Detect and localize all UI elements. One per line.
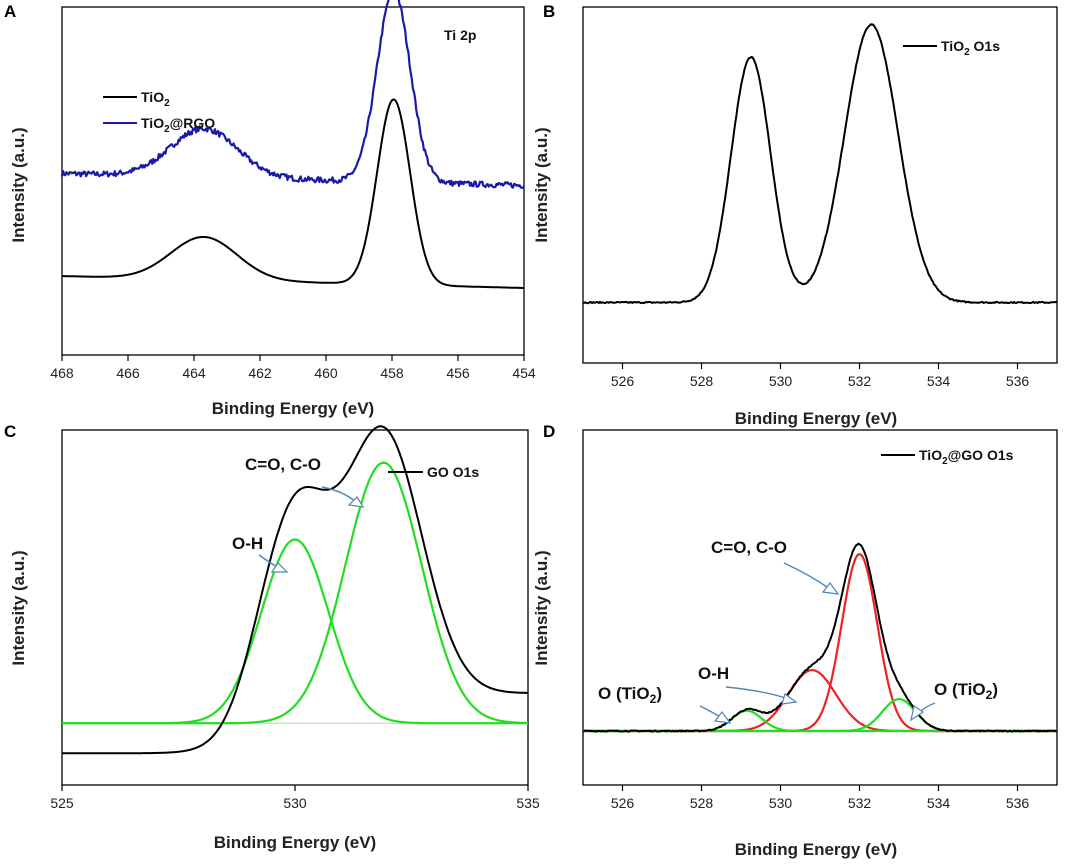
panel-a-frame	[61, 6, 525, 356]
panel-d: D 526 528 530 532 534 536 TiO2@GO O1s C=O, C-…	[532, 422, 1058, 859]
panel-b-legend: TiO2 O1s	[903, 38, 1000, 58]
x-tick-label-a-5: 458	[380, 365, 404, 381]
arrowhead-c-co	[347, 496, 365, 508]
panel-a-y-title: Intensity (a.u.)	[9, 127, 28, 242]
panel-a-x-axis: 468 466 464 462 460 458 456 454	[50, 355, 536, 381]
x-tick-label-b-2: 530	[769, 373, 793, 389]
panel-c-frame	[61, 429, 529, 786]
panel-a-title: Ti 2p	[444, 27, 476, 43]
x-tick-label-d-3: 532	[848, 795, 872, 811]
series-line-c-0	[62, 538, 528, 725]
panel-d-annotations: C=O, C-O O-H O (TiO2) O (TiO2)	[598, 538, 998, 724]
x-tick-label-a-6: 456	[446, 365, 470, 381]
arrowhead-d-oh	[781, 693, 798, 705]
panel-d-x-axis: 526 528 530 532 534 536	[611, 785, 1030, 811]
panel-a-legend: TiO2 TiO2@RGO	[103, 89, 215, 135]
x-tick-label-a-1: 466	[116, 365, 140, 381]
x-tick-label-b-0: 526	[611, 373, 635, 389]
anno-d-tio2-right: O (TiO2)	[934, 680, 998, 702]
x-tick-label-b-3: 532	[848, 373, 872, 389]
x-tick-label-b-4: 534	[927, 373, 951, 389]
panel-c: C 525 530 535 GO O1s C=O, C-O O-H Binding …	[4, 422, 540, 852]
series-line-d-4	[582, 542, 1058, 733]
panel-d-legend: TiO2@GO O1s	[881, 447, 1014, 467]
x-tick-label-d-5: 536	[1006, 795, 1030, 811]
anno-d-tio2-left: O (TiO2)	[598, 684, 662, 706]
panel-a-letter: A	[4, 2, 16, 21]
panel-b-y-title: Intensity (a.u.)	[532, 127, 551, 242]
series-line-c-1	[62, 461, 528, 725]
legend-label-tio2-o1s: TiO2 O1s	[941, 38, 1000, 58]
series-line-a-1	[60, 0, 525, 189]
anno-c-oh: O-H	[232, 534, 263, 553]
panel-b-frame	[582, 6, 1058, 364]
panel-b-curves	[582, 23, 1058, 305]
anno-d-oh: O-H	[698, 664, 729, 683]
panel-d-y-title: Intensity (a.u.)	[532, 550, 551, 665]
panel-b-x-title: Binding Energy (eV)	[735, 409, 897, 428]
x-tick-label-a-2: 464	[182, 365, 206, 381]
x-tick-label-c-0: 525	[50, 795, 74, 811]
x-tick-label-a-4: 460	[314, 365, 338, 381]
panel-a-x-title: Binding Energy (eV)	[212, 399, 374, 418]
series-line-a-0	[61, 98, 524, 289]
legend-label-tio2-rgo: TiO2@RGO	[141, 115, 215, 135]
arrowhead-d-tio2-right	[910, 705, 925, 722]
panel-c-letter: C	[4, 422, 16, 441]
panel-a-curves	[60, 0, 525, 289]
x-tick-label-a-7: 454	[512, 365, 536, 381]
panel-c-y-title: Intensity (a.u.)	[9, 550, 28, 665]
x-tick-label-d-2: 530	[769, 795, 793, 811]
x-tick-label-a-0: 468	[50, 365, 74, 381]
panel-d-frame	[582, 429, 1058, 786]
anno-d-co: C=O, C-O	[711, 538, 787, 557]
x-tick-label-c-1: 530	[283, 795, 307, 811]
panel-b: B 526 528 530 532 534 536 TiO2 O1s Binding En…	[532, 2, 1058, 428]
arrow-d-co	[783, 562, 831, 590]
x-tick-label-a-3: 462	[248, 365, 272, 381]
panel-b-letter: B	[543, 2, 555, 21]
panel-d-curves	[582, 542, 1058, 733]
legend-label-tio2: TiO2	[141, 89, 170, 109]
arrow-d-oh	[725, 686, 789, 700]
panel-d-letter: D	[543, 422, 555, 441]
panel-c-annotations: C=O, C-O O-H	[232, 455, 365, 573]
anno-c-co: C=O, C-O	[245, 455, 321, 474]
panel-d-x-title: Binding Energy (eV)	[735, 840, 897, 859]
arrowhead-c-oh	[270, 562, 289, 573]
series-line-c-2	[62, 425, 529, 755]
panel-c-curves	[62, 425, 529, 755]
series-line-b-0	[582, 23, 1058, 305]
arrowhead-d-co	[821, 582, 840, 595]
legend-label-tio2-go-o1s: TiO2@GO O1s	[919, 447, 1014, 467]
panel-c-x-axis: 525 530 535	[50, 785, 540, 811]
x-tick-label-d-0: 526	[611, 795, 635, 811]
arrowhead-d-tio2-left	[713, 711, 732, 724]
x-tick-label-d-1: 528	[690, 795, 714, 811]
panel-c-x-title: Binding Energy (eV)	[214, 833, 376, 852]
x-tick-label-c-2: 535	[516, 795, 540, 811]
panel-c-legend: GO O1s	[388, 464, 479, 480]
panel-a: A 468 466 464 462 460 458 456 454 Ti 2p TiO2 Ti…	[4, 0, 536, 418]
legend-label-go-o1s: GO O1s	[427, 464, 479, 480]
panel-b-x-axis: 526 528 530 532 534 536	[611, 363, 1030, 389]
x-tick-label-b-5: 536	[1006, 373, 1030, 389]
x-tick-label-d-4: 534	[927, 795, 951, 811]
x-tick-label-b-1: 528	[690, 373, 714, 389]
